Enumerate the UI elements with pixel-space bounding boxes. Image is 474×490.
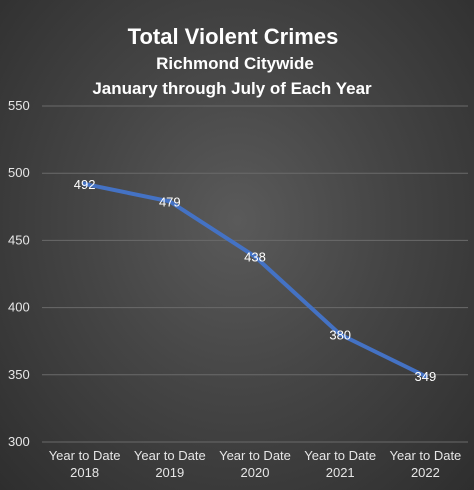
data-point — [422, 373, 428, 379]
chart-title: Total Violent Crimes — [128, 24, 339, 49]
y-tick-label: 500 — [8, 165, 30, 180]
x-tick-label-line: Year to Date — [134, 448, 206, 463]
chart-subtitle-1: Richmond Citywide — [156, 54, 314, 73]
data-label: 380 — [329, 327, 351, 342]
x-tick-label-line: Year to Date — [304, 448, 376, 463]
x-tick-label-line: 2018 — [70, 465, 99, 480]
data-point — [167, 198, 173, 204]
x-tick-label-line: 2019 — [155, 465, 184, 480]
data-point — [252, 254, 258, 260]
series-line-group — [82, 181, 428, 379]
data-label: 438 — [244, 250, 266, 265]
data-point — [82, 181, 88, 187]
x-tick-label: Year to Date 2018 — [49, 448, 121, 480]
x-tick-label-line: 2021 — [326, 465, 355, 480]
series-line — [82, 181, 428, 379]
x-tick-label-line: Year to Date — [49, 448, 121, 463]
y-tick-label: 300 — [8, 434, 30, 449]
y-axis-ticks: 300 350 400 450 500 550 — [8, 98, 30, 449]
x-tick-label-line: 2020 — [241, 465, 270, 480]
data-point — [337, 331, 343, 337]
x-tick-label: Year to Date 2021 — [304, 448, 376, 480]
y-tick-label: 400 — [8, 300, 30, 315]
x-tick-label: Year to Date 2020 — [219, 448, 291, 480]
y-tick-label: 450 — [8, 232, 30, 247]
data-labels: 492 479 438 380 349 — [74, 177, 437, 384]
x-tick-label-line: 2022 — [411, 465, 440, 480]
data-label: 479 — [159, 194, 181, 209]
x-tick-label-line: Year to Date — [390, 448, 462, 463]
y-tick-label: 550 — [8, 98, 30, 113]
x-tick-label: Year to Date 2022 — [390, 448, 462, 480]
chart-subtitle-2: January through July of Each Year — [92, 79, 372, 98]
data-label: 349 — [415, 369, 437, 384]
y-tick-label: 350 — [8, 367, 30, 382]
x-tick-label-line: Year to Date — [219, 448, 291, 463]
x-tick-label: Year to Date 2019 — [134, 448, 206, 480]
data-label: 492 — [74, 177, 96, 192]
gridlines — [42, 105, 468, 443]
